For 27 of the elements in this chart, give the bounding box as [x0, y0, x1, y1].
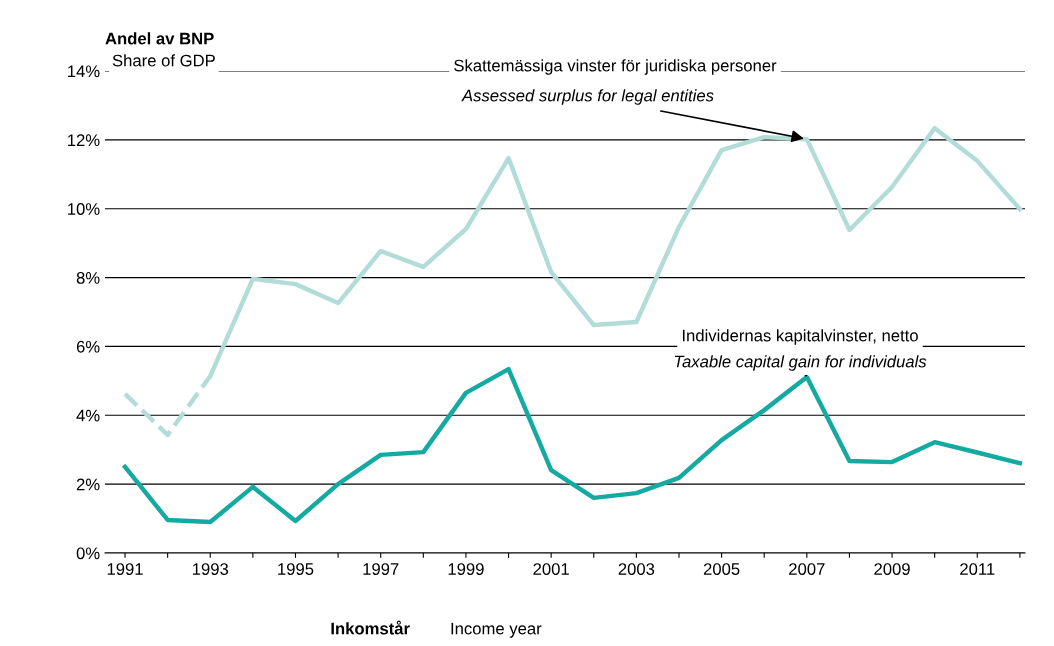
x-tick-label: 2009 — [874, 563, 910, 575]
x-tick-label: 2001 — [533, 563, 569, 575]
x-tick-label: 1995 — [278, 563, 314, 575]
chart-title: Andel av BNP — [105, 32, 214, 45]
x-tick-label: 2007 — [789, 563, 825, 575]
chart-subtitle: Share of GDP — [112, 54, 215, 67]
annotation: Taxable capital gain for individuals — [674, 355, 927, 371]
y-tick-label: 10% — [68, 203, 100, 215]
y-tick-label: 6% — [76, 340, 100, 353]
x-tick-label: 2011 — [960, 563, 995, 575]
x-tick-label: 1991 — [107, 563, 143, 575]
y-tick-label: 8% — [76, 271, 100, 284]
y-tick-label: 4% — [76, 409, 100, 422]
x-tick-label: 1993 — [192, 563, 229, 575]
y-tick-label: 2% — [76, 478, 100, 491]
x-tick-label: 1999 — [448, 563, 484, 575]
annotation: Skattemässiga vinster för juridiska personer — [454, 59, 777, 75]
x-tick-label: 2003 — [618, 563, 655, 575]
y-tick-label: 12% — [68, 134, 100, 146]
x-tick-label: 2005 — [703, 563, 740, 575]
y-tick-label: 0% — [76, 547, 100, 560]
x-tick-label: 1997 — [363, 563, 399, 575]
annotation: Individernas kapitalvinster, netto — [682, 329, 918, 345]
y-tick-label: 14% — [68, 65, 100, 78]
text: Income year — [451, 622, 542, 638]
x-axis-title: Inkomstår — [331, 620, 410, 635]
annotation: Assessed surplus for legal entities — [461, 89, 714, 105]
